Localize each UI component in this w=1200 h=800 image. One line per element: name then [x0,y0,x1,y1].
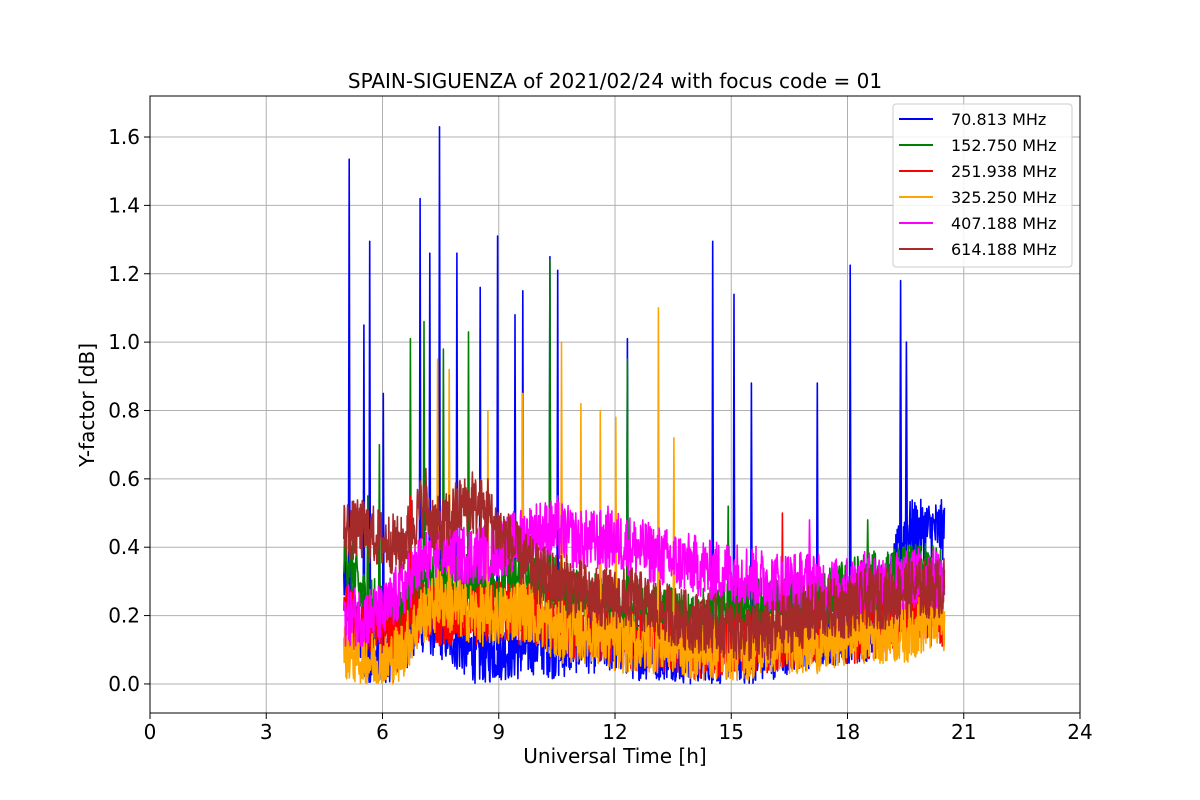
y-tick-label: 0.0 [108,672,140,696]
legend-label-3: 325.250 MHz [951,188,1056,207]
series-line-3 [343,307,946,685]
series-line-5 [343,467,946,662]
legend: 70.813 MHz 152.750 MHz 251.938 MHz 325.250 … [892,103,1073,268]
x-tick-label: 21 [951,720,976,744]
legend-box [892,103,1073,268]
y-tick-label: 1.0 [108,330,140,354]
x-tick-label: 0 [144,720,157,744]
x-tick-label: 9 [492,720,505,744]
x-tick-label: 3 [260,720,273,744]
x-tick-label: 6 [376,720,389,744]
x-tick-label: 24 [1067,720,1092,744]
y-tick-label: 1.6 [108,125,140,149]
axis-ticks: 0 3 6 9 12 15 18 21 24 0.0 0.2 0.4 0.6 0.8 1.0 1.2 1.4 1.… [108,125,1093,744]
y-tick-label: 1.2 [108,262,140,286]
legend-label-5: 614.188 MHz [951,240,1056,259]
y-tick-label: 0.6 [108,467,140,491]
legend-label-4: 407.188 MHz [951,214,1056,233]
x-tick-label: 15 [719,720,744,744]
y-tick-label: 0.2 [108,604,140,628]
series-line-4 [343,495,946,647]
chart-title: SPAIN-SIGUENZA of 2021/02/24 with focus … [348,69,882,93]
x-tick-label: 18 [835,720,860,744]
y-tick-label: 1.4 [108,193,140,217]
y-tick-label: 0.4 [108,535,140,559]
x-tick-label: 12 [602,720,627,744]
legend-label-2: 251.938 MHz [951,162,1056,181]
y-tick-label: 0.8 [108,398,140,422]
x-axis-label: Universal Time [h] [523,744,706,768]
legend-label-0: 70.813 MHz [951,110,1046,129]
legend-label-1: 152.750 MHz [951,136,1056,155]
series-layer [343,126,946,685]
y-axis-label: Y-factor [dB] [75,343,99,468]
